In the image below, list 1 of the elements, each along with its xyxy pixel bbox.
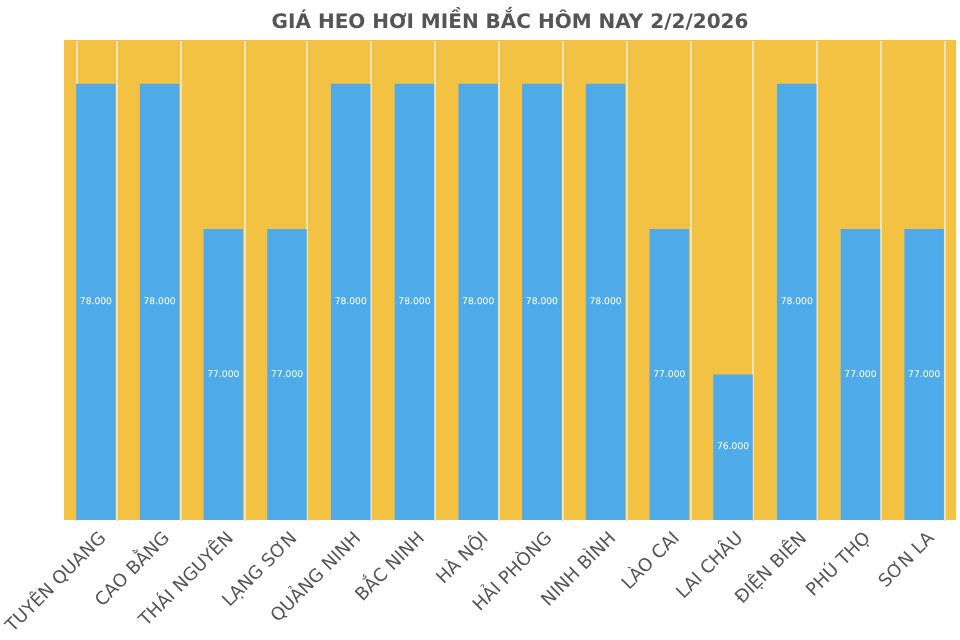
chart-title: GIÁ HEO HƠI MIỀN BẮC HÔM NAY 2/2/2026 bbox=[271, 6, 749, 34]
